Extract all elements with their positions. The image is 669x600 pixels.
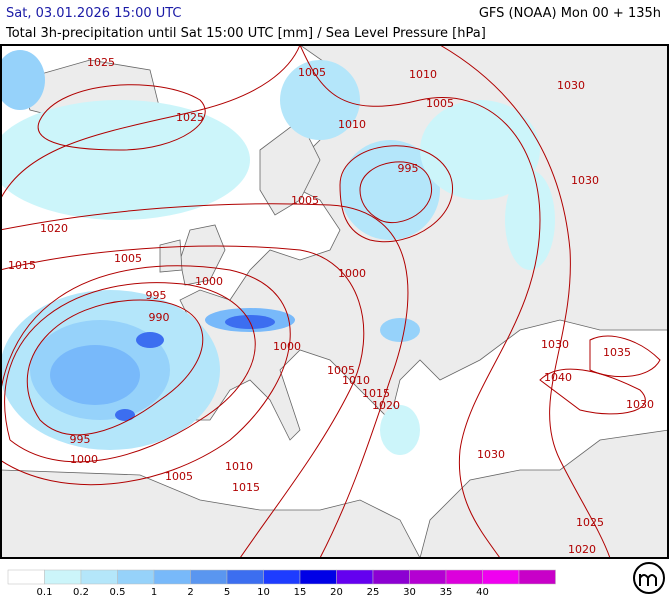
isobar-label: 1000 (195, 275, 223, 288)
isobar-label: 1025 (176, 111, 204, 124)
legend-swatch (336, 569, 374, 585)
isobar-label: 995 (70, 433, 91, 446)
isobar-label: 1020 (40, 222, 68, 235)
legend-swatch (7, 569, 45, 585)
legend-swatch (299, 569, 337, 585)
legend-label: 10 (257, 587, 270, 598)
isobars (1, 45, 661, 558)
legend-swatch (445, 569, 483, 585)
legend-swatch (409, 569, 447, 585)
isobar-label: 1000 (338, 267, 366, 280)
legend-swatch (44, 569, 82, 585)
legend-label: 0.1 (37, 587, 53, 598)
isobar-label: 1015 (362, 387, 390, 400)
valid-time: Sat, 03.01.2026 15:00 UTC (6, 6, 182, 21)
isobar-label: 1000 (273, 340, 301, 353)
legend-swatch (80, 569, 118, 585)
legend-swatch (518, 569, 556, 585)
legend-label: 1 (151, 587, 157, 598)
legend-swatch (190, 569, 228, 585)
isobar-label: 1030 (541, 338, 569, 351)
legend-swatch (372, 569, 410, 585)
isobar-label: 1030 (626, 398, 654, 411)
legend-label: 20 (330, 587, 343, 598)
isobar-label: 1010 (225, 460, 253, 473)
isobar-label: 1025 (576, 516, 604, 529)
legend-swatch (153, 569, 191, 585)
logo (633, 562, 665, 594)
legend-label: 15 (294, 587, 307, 598)
isobar-label: 995 (146, 289, 167, 302)
legend-label: 2 (187, 587, 193, 598)
legend-swatch (226, 569, 264, 585)
isobar-label: 1000 (70, 453, 98, 466)
legend-swatch (117, 569, 155, 585)
map-subtitle: Total 3h-precipitation until Sat 15:00 U… (6, 26, 486, 41)
legend-label: 30 (403, 587, 416, 598)
legend-label: 0.2 (73, 587, 89, 598)
isobar-label: 1005 (165, 470, 193, 483)
map-body (1, 45, 668, 558)
isobar-label: 1020 (372, 399, 400, 412)
isobar-label: 1010 (409, 68, 437, 81)
legend-label: 40 (476, 587, 489, 598)
isobar-label: 1040 (544, 371, 572, 384)
isobar-label: 1005 (426, 97, 454, 110)
isobar-label: 1010 (338, 118, 366, 131)
isobar-label: 1005 (298, 66, 326, 79)
isobar-label: 1030 (571, 174, 599, 187)
isobar-label: 1015 (8, 259, 36, 272)
isobar-label: 1030 (477, 448, 505, 461)
isobar-label: 1010 (342, 374, 370, 387)
legend: 0.1 0.2 0.5 1 2 5 10 15 20 25 30 35 40 (7, 569, 556, 598)
isobar-label: 1005 (291, 194, 319, 207)
isobar-label: 1020 (568, 543, 596, 556)
legend-label: 0.5 (110, 587, 126, 598)
model-run: GFS (NOAA) Mon 00 + 135h (478, 6, 661, 21)
isobar-label: 1005 (327, 364, 355, 377)
isobar-label: 1030 (557, 79, 585, 92)
precipitation (1, 50, 555, 455)
legend-label: 5 (224, 587, 230, 598)
map-frame (0, 44, 669, 559)
isobar-label: 1015 (232, 481, 260, 494)
isobar-label: 995 (398, 162, 419, 175)
isobar-label: 1025 (87, 56, 115, 69)
legend-swatch (263, 569, 301, 585)
isobar-label: 990 (149, 311, 170, 324)
legend-label: 25 (367, 587, 380, 598)
legend-label: 35 (440, 587, 453, 598)
isobar-label: 1005 (114, 252, 142, 265)
legend-swatch (482, 569, 520, 585)
isobar-label: 1035 (603, 346, 631, 359)
